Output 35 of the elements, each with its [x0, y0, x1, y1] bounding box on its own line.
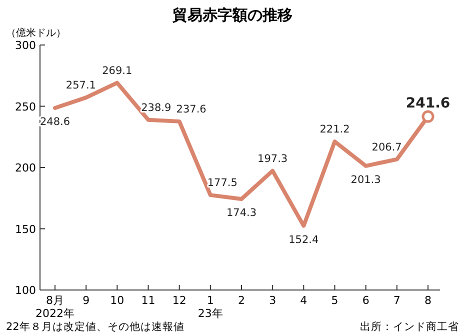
data-label: 248.6 — [40, 116, 70, 128]
data-label: 152.4 — [288, 234, 320, 246]
data-label: 201.3 — [350, 174, 381, 186]
data-label: 257.1 — [66, 80, 96, 92]
text: 出所：インド商工省 — [360, 320, 459, 333]
data-label: 241.6 — [406, 96, 450, 112]
x-tick-label: 2 — [238, 294, 245, 307]
y-tick-label: 200 — [15, 162, 36, 174]
data-label: 237.6 — [176, 103, 207, 116]
y-tick-label: 150 — [15, 222, 36, 236]
data-label: 221.2 — [320, 124, 350, 136]
x-tick-label: 4 — [300, 294, 308, 307]
x-tick-label: 8 — [424, 294, 432, 307]
x-tick-label: 6 — [362, 294, 370, 307]
x-tick-label: 1 23年 — [198, 294, 223, 320]
y-tick-label: 300 — [15, 39, 36, 52]
chart-title: 貿易赤字額の推移 — [172, 6, 292, 24]
x-tick-label: 9 — [82, 294, 90, 307]
data-label: 238.9 — [141, 102, 172, 114]
x-tick-label: 5 — [331, 294, 338, 307]
x-tick-label: 7 — [393, 294, 400, 307]
y-tick-label: 100 — [15, 284, 36, 297]
x-tick-label: 11 — [141, 294, 156, 307]
data-label: 269.1 — [102, 64, 132, 77]
data-label: 197.3 — [258, 152, 288, 165]
data-label: 174.3 — [226, 206, 257, 219]
y-tick-label: 250 — [15, 100, 36, 114]
text: 22年８月は改定値、その他は速報値 — [6, 320, 184, 333]
x-tick-label: 8月 2022年 — [36, 294, 74, 320]
data-label: 206.7 — [372, 141, 402, 154]
x-tick-label: 12 — [172, 294, 186, 307]
data-label: 177.5 — [207, 177, 238, 190]
y-axis-title: （億米ドル） — [6, 27, 66, 39]
x-tick-label: 3 — [269, 294, 276, 307]
x-tick-label: 10 — [110, 294, 124, 307]
